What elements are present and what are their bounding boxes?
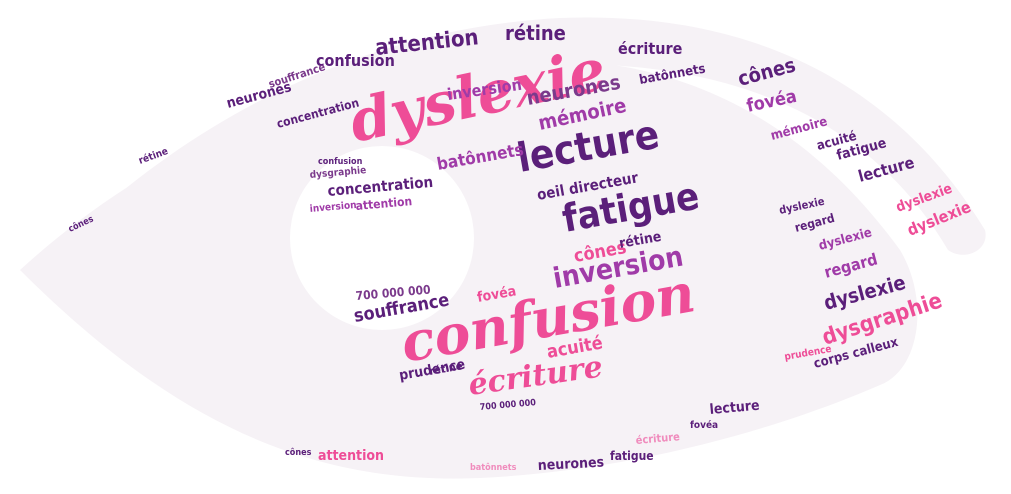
word-inversion-3: inversion — [309, 200, 357, 215]
word-attention-2: attention — [318, 448, 384, 464]
word-neurones-3: neurones — [537, 455, 604, 474]
word-dysgraphie-2: dysgraphie — [309, 165, 366, 181]
word-confusion-top: confusion — [316, 51, 395, 70]
word-700m-2: 700 000 000 — [479, 398, 536, 413]
word-retine-top: rétine — [505, 21, 566, 45]
word-batonnets-3: batônnets — [470, 462, 517, 473]
word-fovea-2: fovéa — [476, 283, 518, 306]
word-retine-4: rétine — [428, 359, 464, 378]
word-cones-4: cônes — [285, 447, 312, 458]
word-ecriture-2: écriture — [635, 430, 680, 447]
word-700m-1: 700 000 000 — [355, 282, 431, 302]
word-attention-3: attention — [355, 194, 413, 213]
word-ecriture-top: écriture — [618, 39, 683, 58]
eye-body-shape — [20, 59, 918, 479]
word-fovea-3: fovéa — [690, 419, 718, 431]
word-fatigue-3: fatigue — [610, 449, 654, 463]
upper-eyelid-shape — [40, 17, 986, 283]
pupil — [290, 146, 474, 330]
word-lecture-3: lecture — [709, 398, 760, 418]
word-confusion-2: confusion — [318, 157, 363, 167]
word-retine-2: rétine — [618, 229, 663, 252]
